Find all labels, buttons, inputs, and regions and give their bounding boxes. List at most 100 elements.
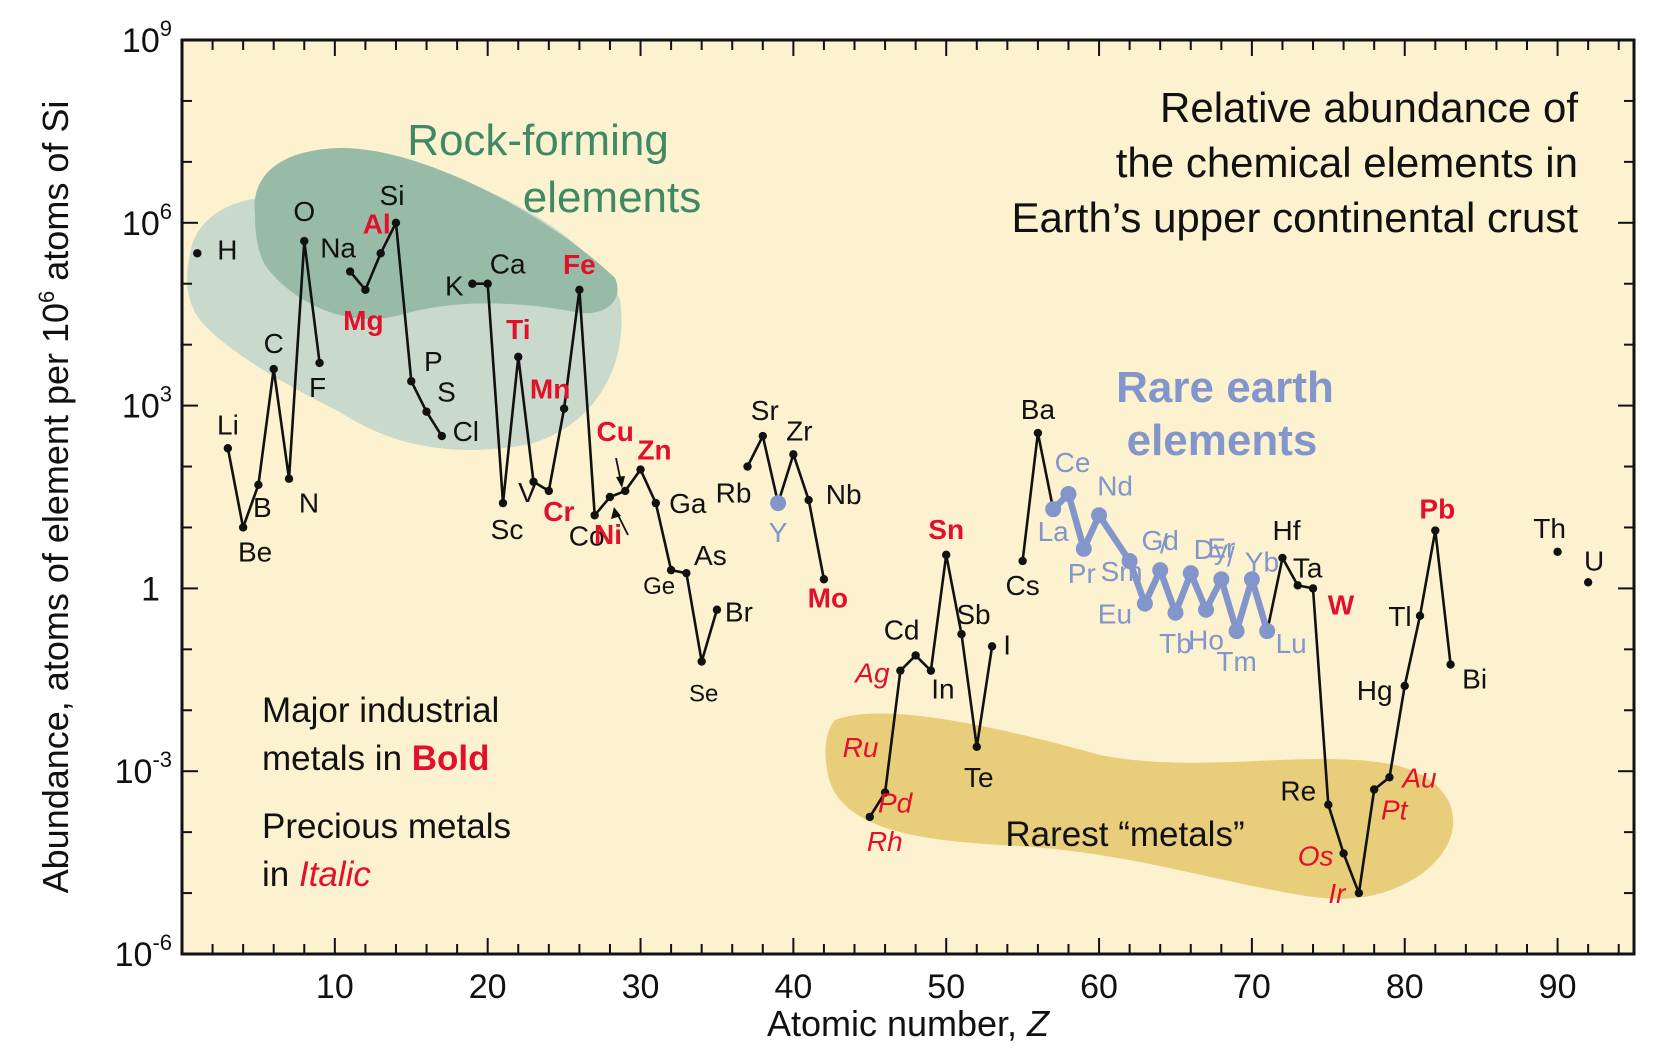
y-axis-label-post: atoms of Si bbox=[35, 101, 76, 291]
element-label-se: Se bbox=[689, 681, 718, 708]
element-label-bi: Bi bbox=[1462, 664, 1487, 695]
data-point bbox=[544, 486, 554, 496]
rare-earth-point bbox=[1045, 501, 1062, 518]
y-tick-label: 103 bbox=[122, 382, 172, 426]
chart-title-line2: the chemical elements in bbox=[1116, 139, 1578, 186]
element-label-tb: Tb bbox=[1159, 628, 1192, 659]
element-label-lu: Lu bbox=[1276, 628, 1307, 659]
data-point bbox=[1400, 681, 1409, 691]
element-label-li: Li bbox=[217, 409, 239, 440]
element-label-ta: Ta bbox=[1293, 552, 1323, 583]
data-point bbox=[407, 377, 416, 386]
note-precious-text: in bbox=[262, 855, 299, 894]
data-point bbox=[819, 575, 829, 584]
rare-earth-point bbox=[1182, 565, 1199, 582]
element-label-ca: Ca bbox=[490, 249, 526, 280]
data-point bbox=[743, 462, 752, 471]
element-label-pt: Pt bbox=[1381, 795, 1409, 826]
y-tick-label: 10-6 bbox=[115, 930, 172, 974]
y-tick-exponent: 3 bbox=[160, 382, 172, 407]
element-label-mn: Mn bbox=[530, 374, 570, 405]
data-point bbox=[238, 523, 248, 532]
element-label-er: Er bbox=[1207, 532, 1235, 563]
note-major-bold-word: Bold bbox=[412, 739, 490, 778]
x-tick-label: 40 bbox=[774, 968, 812, 1006]
element-label-os: Os bbox=[1298, 841, 1334, 872]
element-label-ba: Ba bbox=[1021, 394, 1056, 425]
data-point bbox=[468, 279, 477, 288]
data-point bbox=[1446, 660, 1455, 669]
element-label-c: C bbox=[264, 328, 284, 359]
data-point bbox=[1293, 581, 1302, 590]
data-point bbox=[957, 629, 966, 639]
element-label-br: Br bbox=[725, 597, 753, 628]
element-label-au: Au bbox=[1400, 762, 1437, 793]
data-point bbox=[1354, 888, 1364, 898]
data-point-isolated bbox=[1553, 547, 1562, 557]
data-point-y bbox=[770, 495, 787, 512]
element-label-sn: Sn bbox=[928, 514, 964, 545]
data-point bbox=[300, 236, 309, 246]
ni-arrow bbox=[616, 512, 629, 536]
element-label-th: Th bbox=[1533, 513, 1566, 544]
rarest-metals-region bbox=[825, 713, 1454, 899]
ree-slash-yb: / bbox=[1227, 541, 1235, 572]
element-label-te: Te bbox=[964, 762, 994, 793]
data-point bbox=[896, 666, 905, 675]
element-label-pb: Pb bbox=[1419, 494, 1455, 525]
y-axis-label-pre: Abundance, atoms of element per 10 bbox=[35, 303, 76, 893]
data-point bbox=[361, 285, 370, 295]
data-point bbox=[529, 477, 538, 486]
ni-arrow-head bbox=[611, 507, 621, 519]
element-label-ag: Ag bbox=[853, 658, 890, 689]
x-tick-label: 10 bbox=[316, 968, 354, 1006]
x-axis-label-var: Z bbox=[1026, 1003, 1050, 1044]
element-label-w: W bbox=[1328, 589, 1355, 620]
data-point bbox=[666, 565, 676, 575]
y-axis-label-exp: 6 bbox=[34, 291, 59, 303]
rarest-metals-title: Rarest “metals” bbox=[1005, 815, 1244, 854]
element-label-tm: Tm bbox=[1216, 646, 1256, 677]
data-point bbox=[1385, 773, 1394, 782]
data-point bbox=[422, 407, 431, 416]
data-point bbox=[315, 358, 324, 368]
element-label-co: Co bbox=[569, 520, 605, 551]
element-label-o: O bbox=[293, 196, 315, 227]
data-point bbox=[437, 431, 447, 441]
data-point bbox=[1369, 785, 1379, 794]
element-label-hf: Hf bbox=[1273, 515, 1301, 546]
data-point bbox=[651, 498, 661, 508]
element-label-mg: Mg bbox=[343, 305, 383, 336]
element-label-yb: Yb bbox=[1245, 546, 1279, 577]
element-label-cl: Cl bbox=[453, 416, 479, 447]
data-point bbox=[926, 666, 936, 675]
element-label-pd: Pd bbox=[878, 788, 914, 819]
element-label-nd: Nd bbox=[1097, 470, 1133, 501]
series-line-segment bbox=[746, 434, 826, 580]
element-label-mo: Mo bbox=[808, 582, 848, 613]
chart-title-line1: Relative abundance of bbox=[1160, 84, 1578, 131]
element-label-v: V bbox=[518, 477, 537, 508]
data-point bbox=[376, 249, 385, 258]
note-precious-line1: Precious metals bbox=[262, 807, 511, 846]
data-point bbox=[804, 495, 813, 505]
rare-earth-title-2: elements bbox=[1127, 416, 1318, 465]
data-point bbox=[697, 657, 706, 666]
y-tick-exponent: -3 bbox=[152, 747, 172, 772]
element-label-ce: Ce bbox=[1055, 447, 1091, 478]
element-label-cs: Cs bbox=[1005, 570, 1039, 601]
data-point bbox=[575, 285, 584, 295]
element-label-ir: Ir bbox=[1328, 878, 1347, 909]
y-tick-base: 10 bbox=[115, 936, 153, 974]
element-label-na: Na bbox=[320, 233, 356, 264]
rare-earth-point bbox=[1152, 562, 1169, 579]
y-axis-label: Abundance, atoms of element per 106 atom… bbox=[34, 101, 76, 894]
data-point bbox=[1339, 849, 1348, 858]
element-label-sr: Sr bbox=[751, 395, 779, 426]
element-label-rh: Rh bbox=[867, 826, 903, 857]
element-label-cr: Cr bbox=[543, 496, 574, 527]
x-tick-label: 20 bbox=[469, 968, 507, 1006]
data-point bbox=[590, 511, 599, 520]
element-label-ti: Ti bbox=[506, 314, 530, 345]
x-tick-label: 50 bbox=[927, 968, 965, 1006]
